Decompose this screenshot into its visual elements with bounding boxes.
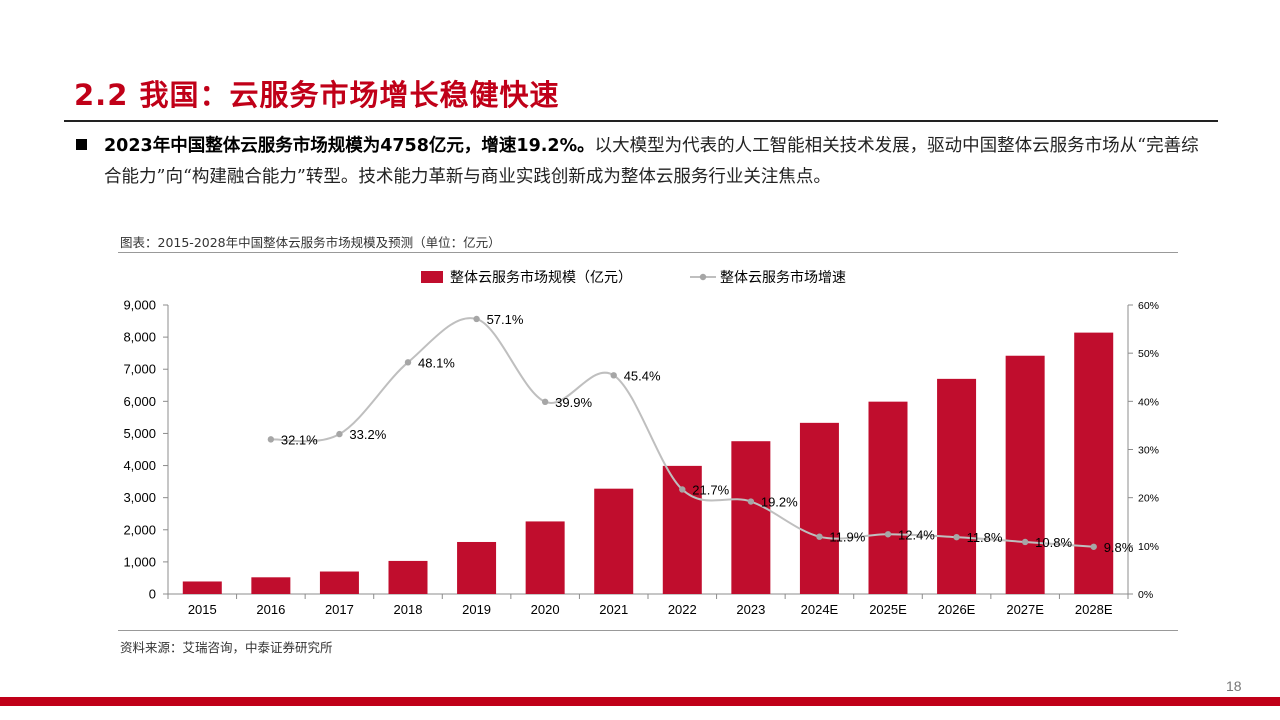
- y-tick-label: 3,000: [123, 490, 156, 505]
- legend-bar-label: 整体云服务市场规模（亿元）: [450, 269, 632, 285]
- y-tick-label: 2,000: [123, 522, 156, 537]
- bar-2025E: [868, 401, 908, 594]
- growth-label-2025E: 12.4%: [898, 527, 935, 542]
- source-note: 资料来源：艾瑞咨询，中泰证券研究所: [120, 640, 333, 655]
- x-tick-label: 2026E: [938, 602, 976, 617]
- y-tick-label: 0: [149, 587, 156, 602]
- growth-label-2018: 48.1%: [418, 355, 455, 370]
- summary-paragraph: 2023年中国整体云服务市场规模为4758亿元，增速19.2%。以大模型为代表的…: [104, 131, 1214, 193]
- growth-point-2023: [747, 498, 755, 505]
- growth-point-2016: [267, 436, 275, 443]
- page-title: 2.2 我国：云服务市场增长稳健快速: [74, 78, 560, 112]
- growth-point-2028E: [1090, 543, 1097, 550]
- growth-point-2017: [336, 430, 343, 438]
- growth-label-2023: 19.2%: [761, 495, 798, 510]
- growth-point-2024E: [816, 533, 823, 540]
- y-tick-label: 9,000: [123, 298, 156, 313]
- bar-2019: [457, 541, 497, 594]
- growth-point-2026E: [953, 533, 960, 541]
- legend-line-label: 整体云服务市场增速: [720, 269, 846, 285]
- bar-2015: [182, 581, 222, 594]
- x-tick-label: 2027E: [1006, 602, 1044, 617]
- x-tick-label: 2016: [256, 602, 285, 617]
- bullet-square-icon: [76, 139, 87, 150]
- growth-point-2025E: [884, 531, 892, 538]
- bar-2027E: [1005, 355, 1045, 594]
- growth-point-2019: [473, 315, 480, 323]
- bar-2026E: [937, 378, 977, 594]
- bottom-accent-bar: [0, 697, 1280, 706]
- y-tick-label: 8,000: [123, 330, 156, 345]
- legend-line-marker: [699, 273, 707, 281]
- growth-point-2020: [541, 398, 549, 406]
- growth-point-2022: [679, 486, 686, 493]
- y2-tick-label: 50%: [1138, 348, 1159, 360]
- growth-label-2024E: 11.9%: [829, 530, 865, 545]
- y-tick-label: 6,000: [123, 394, 156, 409]
- title-divider: [64, 120, 1218, 122]
- growth-label-2021: 45.4%: [624, 368, 661, 383]
- y-tick-label: 5,000: [123, 426, 156, 441]
- growth-label-2026E: 11.8%: [967, 530, 1003, 545]
- x-tick-label: 2025E: [869, 602, 907, 617]
- x-tick-label: 2021: [599, 602, 628, 617]
- bar-2028E: [1074, 332, 1114, 594]
- bar-2017: [319, 571, 359, 594]
- growth-point-2027E: [1021, 538, 1029, 546]
- growth-label-2020: 39.9%: [555, 395, 592, 410]
- figure-caption: 图表：2015-2028年中国整体云服务市场规模及预测（单位：亿元）: [120, 235, 501, 250]
- x-tick-label: 2017: [325, 602, 354, 617]
- bar-2021: [594, 488, 634, 594]
- x-tick-label: 2015: [188, 602, 217, 617]
- y-tick-label: 4,000: [123, 458, 156, 473]
- x-tick-label: 2028E: [1075, 602, 1113, 617]
- growth-label-2028E: 9.8%: [1104, 540, 1134, 555]
- y2-tick-label: 20%: [1138, 493, 1159, 505]
- y2-tick-label: 10%: [1138, 541, 1159, 553]
- x-tick-label: 2022: [668, 602, 697, 617]
- y2-tick-label: 60%: [1138, 300, 1159, 312]
- growth-label-2027E: 10.8%: [1035, 535, 1072, 550]
- x-tick-label: 2023: [736, 602, 765, 617]
- y-tick-label: 1,000: [123, 554, 156, 569]
- bar-2020: [525, 521, 565, 594]
- bar-2018: [388, 560, 428, 594]
- growth-point-2021: [610, 372, 617, 379]
- x-tick-label: 2024E: [801, 602, 839, 617]
- summary-highlight: 2023年中国整体云服务市场规模为4758亿元，增速19.2%。: [104, 136, 595, 156]
- bar-2023: [731, 441, 771, 594]
- page-number: 18: [1226, 678, 1242, 694]
- x-tick-label: 2019: [462, 602, 491, 617]
- y2-tick-label: 40%: [1138, 396, 1159, 408]
- bar-2016: [251, 577, 291, 594]
- growth-label-2019: 57.1%: [487, 312, 524, 327]
- x-tick-label: 2020: [531, 602, 560, 617]
- bar-2024E: [799, 422, 839, 594]
- growth-label-2017: 33.2%: [349, 427, 386, 442]
- legend-bar-swatch: [421, 271, 443, 283]
- y2-tick-label: 30%: [1138, 445, 1159, 457]
- x-tick-label: 2018: [394, 602, 423, 617]
- growth-label-2022: 21.7%: [692, 482, 729, 497]
- figure-bottom-rule: [118, 630, 1178, 631]
- growth-point-2018: [404, 359, 412, 366]
- y-tick-label: 7,000: [123, 362, 156, 377]
- summary-text: 以大模型为代表的人工智能相关技术发展，驱动中国整体云服务市场从“完善综合能力”向…: [104, 136, 1199, 187]
- figure-top-rule: [118, 252, 1178, 253]
- growth-label-2016: 32.1%: [281, 432, 318, 447]
- y2-tick-label: 0%: [1138, 589, 1153, 601]
